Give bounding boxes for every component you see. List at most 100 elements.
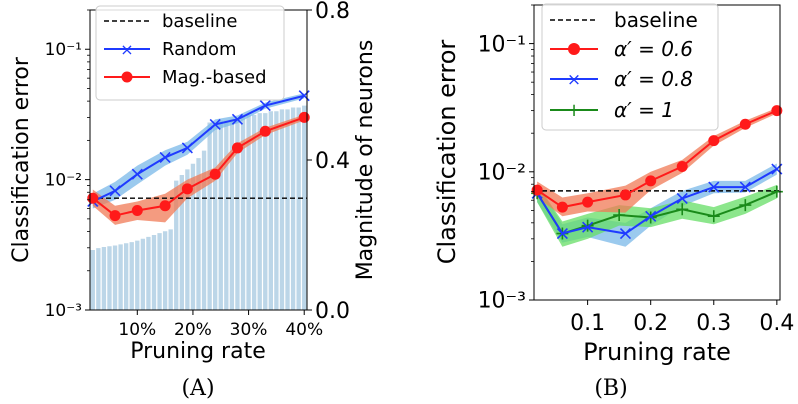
y-tick-label: 10⁻¹ — [478, 32, 526, 57]
panel-b-axes: 0.1 0.2 0.3 0.4 10⁻³ 10⁻² 10⁻¹ — [478, 4, 794, 336]
panel-a-axes: 10% 20% 30% 40% 10⁻³ 10⁻² 10⁻¹ 0.0 0.4 0.8 — [45, 0, 350, 340]
neuron-magnitude-bar — [179, 175, 184, 310]
magnitude-marker — [109, 210, 121, 222]
legend-a06-label: α′ = 0.6 — [614, 37, 693, 61]
neuron-magnitude-bar — [279, 109, 285, 310]
neuron-magnitude-bar — [135, 240, 140, 310]
random-marker — [209, 118, 221, 131]
alpha-0.6-band — [537, 107, 777, 217]
neuron-magnitude-bar — [162, 231, 168, 310]
random-marker — [298, 90, 310, 102]
alpha-1-marker — [676, 203, 689, 216]
legend-mag-marker — [121, 71, 133, 83]
legend-baseline-label: baseline — [614, 8, 698, 32]
alpha-0.8-marker — [556, 227, 568, 240]
panel-a-legend: baseline × Random Mag.-based — [95, 5, 285, 101]
neuron-magnitude-bar — [190, 163, 196, 310]
alpha-0.8-marker — [739, 181, 751, 193]
x-tick-label: 0.4 — [759, 311, 794, 336]
random-marker — [181, 142, 193, 154]
legend-mag-label: Mag.-based — [162, 67, 267, 88]
neuron-magnitude-bar — [201, 150, 207, 310]
x-tick-label: 30% — [230, 320, 268, 340]
neuron-magnitude-bar — [218, 120, 223, 310]
alpha-0.6-marker — [531, 184, 543, 196]
neuron-magnitude-bar — [140, 238, 146, 310]
legend-a1-marker: + — [566, 100, 581, 121]
panel-b-ylabel: Classification error — [433, 40, 461, 265]
neuron-magnitude-bar — [213, 122, 218, 310]
panel-b-caption: (B) — [594, 376, 627, 401]
panel-a-y2label: Magnitude of neurons — [353, 40, 378, 281]
neuron-magnitude-bar — [263, 113, 268, 310]
neuron-magnitude-bar — [129, 242, 134, 310]
alpha-1-marker — [707, 210, 720, 223]
neuron-magnitude-bar — [157, 233, 162, 310]
alpha-0.6-marker — [676, 160, 688, 172]
random-marker — [109, 185, 121, 197]
magnitude-marker — [298, 111, 310, 123]
random-marker — [159, 151, 171, 163]
x-tick-label: 0.3 — [696, 311, 731, 336]
y-tick-label: 10⁻¹ — [45, 40, 82, 60]
alpha-0.6-marker — [556, 201, 568, 213]
neuron-magnitude-bar — [151, 235, 157, 310]
neuron-magnitude-bar — [302, 105, 307, 310]
legend-a1-label: α′ = 1 — [614, 98, 674, 122]
neuron-magnitude-bar — [196, 158, 201, 310]
legend-a06-marker — [568, 43, 580, 55]
neuron-magnitude-bar — [96, 248, 101, 310]
x-tick-label: 0.2 — [633, 311, 668, 336]
legend-a08-marker: × — [567, 70, 581, 90]
panel-b-plot — [531, 105, 783, 247]
y-tick-label: 10⁻³ — [45, 301, 82, 321]
random-marker — [259, 99, 271, 112]
legend-baseline-label: baseline — [162, 11, 237, 32]
neuron-magnitude-bar — [185, 169, 190, 310]
neuron-magnitude-bar — [257, 113, 262, 310]
alpha-1-marker — [644, 211, 657, 224]
neuron-magnitude-bar — [251, 115, 257, 310]
alpha-0.8-marker — [619, 227, 632, 240]
panel-a-xlabel: Pruning rate — [130, 339, 266, 364]
legend-a08-label: α′ = 0.8 — [614, 67, 693, 91]
random-marker — [231, 113, 244, 125]
neuron-magnitude-bar — [107, 246, 112, 310]
y2-tick-label: 0.0 — [315, 299, 350, 324]
y2-tick-label: 0.8 — [315, 0, 350, 24]
neuron-magnitude-bar — [285, 109, 290, 310]
neuron-magnitude-bar — [168, 229, 173, 310]
magnitude-marker — [87, 192, 99, 204]
neuron-magnitude-bar — [290, 107, 296, 310]
neuron-magnitude-bar — [112, 245, 118, 310]
neuron-magnitude-bar — [235, 118, 240, 310]
neuron-magnitude-bar — [118, 244, 123, 310]
y-tick-label: 10⁻² — [45, 171, 82, 191]
alpha-0.8-marker — [708, 181, 720, 193]
alpha-1-marker — [770, 185, 783, 198]
neuron-magnitude-bar — [274, 111, 279, 310]
alpha-0.8-marker — [582, 221, 594, 233]
magnitude-marker — [231, 142, 243, 154]
x-tick-label: 20% — [174, 320, 212, 340]
x-tick-label: 0.1 — [570, 311, 605, 336]
alpha-0.8-marker — [676, 192, 688, 204]
neuron-magnitude-bar — [246, 115, 251, 310]
neuron-magnitude-bar — [296, 107, 301, 310]
alpha-0.8-marker — [645, 210, 657, 222]
panel-b-xlabel: Pruning rate — [583, 338, 731, 366]
neuron-magnitude-bar — [240, 116, 246, 310]
panel-b: 0.1 0.2 0.3 0.4 10⁻³ 10⁻² 10⁻¹ baseline α′ = 0… — [433, 3, 794, 401]
panel-a-caption: (A) — [181, 376, 214, 401]
alpha-0.6-marker — [619, 189, 631, 201]
alpha-1-marker — [739, 199, 752, 212]
neuron-magnitude-bar — [229, 118, 235, 310]
magnitude-marker — [181, 183, 193, 195]
x-tick-label: 10% — [118, 320, 156, 340]
panel-b-legend: baseline α′ = 0.6 × α′ = 0.8 + α′ = 1 — [541, 3, 719, 131]
neuron-magnitude-bar — [268, 111, 274, 310]
neuron-magnitude-bar — [146, 236, 151, 310]
panel-a: 10% 20% 30% 40% 10⁻³ 10⁻² 10⁻¹ 0.0 0.4 0.8 baseli… — [9, 0, 378, 401]
panel-a-ylabel: Classification error — [9, 56, 34, 263]
